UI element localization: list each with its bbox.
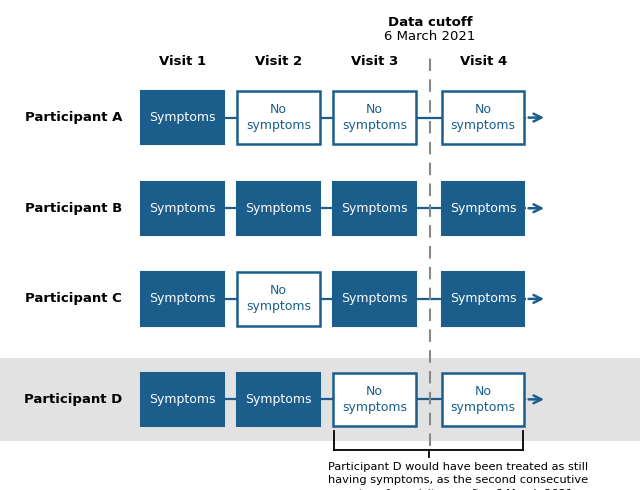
Text: Data cutoff: Data cutoff: [388, 16, 472, 28]
FancyBboxPatch shape: [442, 91, 525, 144]
Text: No
symptoms: No symptoms: [246, 284, 311, 314]
Text: Participant D: Participant D: [24, 393, 123, 406]
Bar: [0, 358, 640, 441]
Text: No
symptoms: No symptoms: [342, 385, 407, 414]
FancyBboxPatch shape: [141, 182, 224, 235]
Text: Symptoms: Symptoms: [450, 202, 516, 215]
Text: Symptoms: Symptoms: [149, 202, 216, 215]
Text: Visit 4: Visit 4: [460, 55, 507, 68]
Text: Symptoms: Symptoms: [245, 202, 312, 215]
Text: Symptoms: Symptoms: [149, 111, 216, 124]
Text: No
symptoms: No symptoms: [246, 103, 311, 132]
FancyBboxPatch shape: [237, 91, 320, 144]
FancyBboxPatch shape: [237, 272, 320, 325]
FancyBboxPatch shape: [442, 372, 525, 426]
Text: Visit 2: Visit 2: [255, 55, 302, 68]
FancyBboxPatch shape: [141, 272, 224, 325]
Text: Visit 3: Visit 3: [351, 55, 398, 68]
Text: Participant C: Participant C: [25, 293, 122, 305]
Text: 6 March 2021: 6 March 2021: [385, 30, 476, 43]
FancyBboxPatch shape: [237, 372, 320, 426]
FancyBboxPatch shape: [442, 182, 525, 235]
Text: Symptoms: Symptoms: [450, 293, 516, 305]
Text: No
symptoms: No symptoms: [451, 385, 516, 414]
FancyBboxPatch shape: [141, 372, 224, 426]
Text: Visit 1: Visit 1: [159, 55, 206, 68]
FancyBboxPatch shape: [141, 91, 224, 144]
Text: Symptoms: Symptoms: [149, 393, 216, 406]
Text: Participant D would have been treated as still
having symptoms, as the second co: Participant D would have been treated as…: [328, 462, 588, 490]
FancyBboxPatch shape: [333, 91, 416, 144]
Text: Symptoms: Symptoms: [341, 293, 408, 305]
Text: Participant A: Participant A: [25, 111, 122, 124]
FancyBboxPatch shape: [333, 372, 416, 426]
Text: No
symptoms: No symptoms: [451, 103, 516, 132]
Text: Symptoms: Symptoms: [245, 393, 312, 406]
FancyBboxPatch shape: [237, 182, 320, 235]
FancyBboxPatch shape: [333, 182, 416, 235]
FancyBboxPatch shape: [333, 272, 416, 325]
FancyBboxPatch shape: [442, 272, 525, 325]
Text: No
symptoms: No symptoms: [342, 103, 407, 132]
Text: Participant B: Participant B: [25, 202, 122, 215]
Text: Symptoms: Symptoms: [149, 293, 216, 305]
Text: Symptoms: Symptoms: [341, 202, 408, 215]
